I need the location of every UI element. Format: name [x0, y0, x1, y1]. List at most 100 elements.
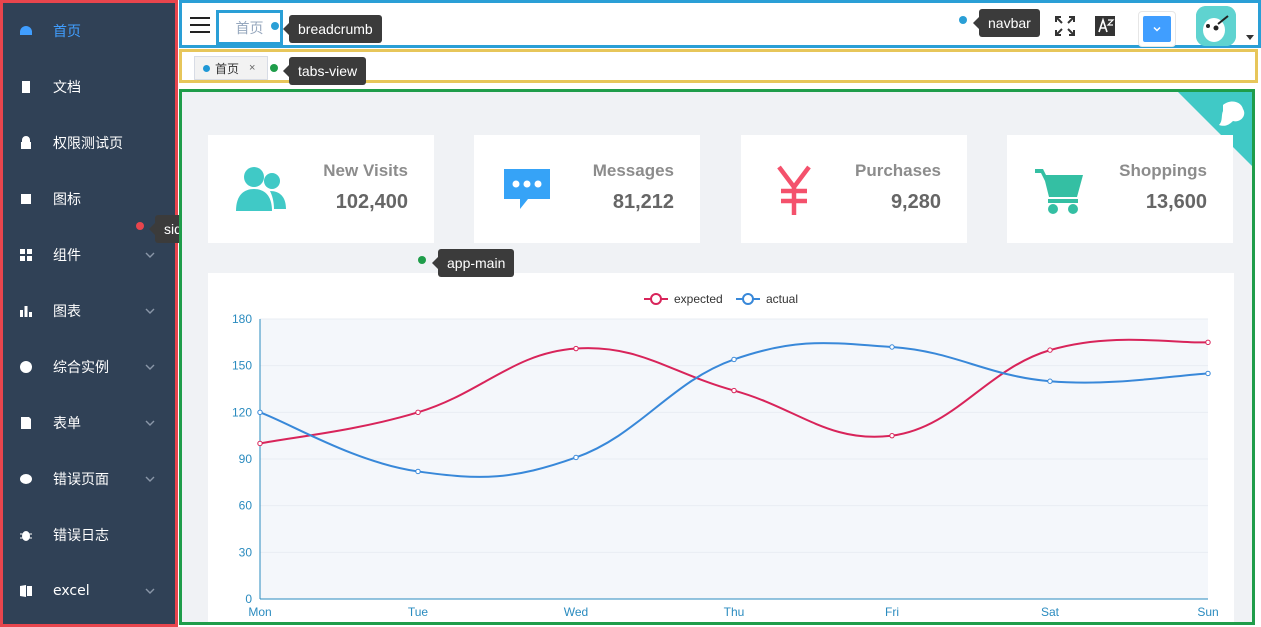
- chart-icon: [19, 304, 33, 318]
- icon-icon: [19, 192, 33, 206]
- x-tick-label: Thu: [724, 605, 745, 619]
- money-icon: [767, 163, 821, 217]
- navbar-annotation-dot: [959, 16, 967, 24]
- fullscreen-icon[interactable]: [1054, 15, 1076, 37]
- y-tick-label: 180: [232, 312, 252, 326]
- documentation-icon: [19, 80, 33, 94]
- breadcrumb[interactable]: 首页: [216, 10, 283, 45]
- sidebar-item-label: 错误页面: [53, 472, 109, 488]
- panel-purchases[interactable]: Purchases 9,280: [741, 135, 967, 243]
- sidebar-item-label: 图表: [53, 304, 81, 320]
- app-main-annotation: app-main: [431, 249, 515, 277]
- sidebar-item-1[interactable]: 文档: [3, 59, 175, 115]
- panel-value: 102,400: [335, 191, 408, 213]
- legend-label: actual: [766, 292, 798, 306]
- sidebar-item-10[interactable]: excel: [3, 563, 175, 619]
- y-tick-label: 120: [232, 405, 252, 419]
- x-tick-label: Fri: [885, 605, 899, 619]
- panel-value: 9,280: [890, 191, 941, 213]
- data-point: [257, 409, 263, 416]
- chevron-down-icon: [145, 583, 155, 594]
- size-select-icon[interactable]: [1094, 15, 1116, 37]
- x-tick-label: Mon: [248, 605, 271, 619]
- sidebar-item-5[interactable]: 图表: [3, 283, 175, 339]
- data-point: [415, 468, 421, 475]
- data-point: [889, 432, 895, 439]
- panel-label: New Visits: [323, 161, 408, 180]
- data-point: [1047, 347, 1053, 353]
- sidebar-item-label: 综合实例: [53, 360, 109, 376]
- data-point: [731, 356, 737, 363]
- 404-icon: [19, 472, 33, 486]
- breadcrumb-annotation-dot: [271, 22, 279, 30]
- sidebar-item-label: 首页: [53, 24, 81, 40]
- panel-shoppings[interactable]: Shoppings 13,600: [1007, 135, 1233, 243]
- chevron-down-icon: [1143, 16, 1171, 42]
- sidebar-item-6[interactable]: 综合实例: [3, 339, 175, 395]
- github-corner-icon[interactable]: [1175, 92, 1252, 169]
- tabs-view-annotation: tabs-view: [282, 57, 367, 85]
- y-tick-label: 60: [239, 499, 253, 513]
- data-point: [1205, 339, 1211, 346]
- sidebar-item-label: excel: [53, 583, 90, 599]
- y-tick-label: 30: [239, 545, 253, 559]
- y-tick-label: 150: [232, 359, 252, 373]
- avatar[interactable]: [1196, 6, 1236, 46]
- sidebar-item-7[interactable]: 表单: [3, 395, 175, 451]
- data-point: [889, 344, 895, 350]
- bug-icon: [19, 528, 33, 542]
- sidebar-item-2[interactable]: 权限测试页: [3, 115, 175, 171]
- legend-marker: [650, 293, 662, 305]
- data-point: [1205, 370, 1211, 377]
- sidebar-item-8[interactable]: 错误页面: [3, 451, 175, 507]
- shopping-cart-icon: [1033, 163, 1087, 217]
- data-point: [731, 387, 737, 394]
- example-icon: [19, 360, 33, 374]
- app-main-annotation-dot: [418, 256, 426, 264]
- x-tick-label: Sun: [1197, 605, 1218, 619]
- tab-home[interactable]: 首页 ×: [194, 56, 268, 80]
- chevron-down-icon: [145, 247, 155, 258]
- sidebar-item-0[interactable]: 首页: [3, 3, 175, 59]
- panel-messages[interactable]: Messages 81,212: [474, 135, 700, 243]
- panel-new-visits[interactable]: New Visits 102,400: [208, 135, 434, 243]
- x-tick-label: Sat: [1041, 605, 1060, 619]
- x-tick-label: Tue: [408, 605, 429, 619]
- panel-label: Messages: [592, 161, 674, 180]
- hamburger-icon[interactable]: [190, 17, 210, 33]
- chevron-down-icon: [145, 471, 155, 482]
- y-tick-label: 0: [245, 592, 252, 606]
- sidebar-item-label: 权限测试页: [53, 136, 123, 152]
- tab-active-dot: [203, 64, 210, 72]
- caret-down-icon[interactable]: [1246, 35, 1254, 40]
- sidebar-item-label: 组件: [53, 248, 81, 264]
- excel-icon: [19, 584, 33, 598]
- breadcrumb-annotation: breadcrumb: [283, 15, 382, 43]
- theme-color-picker[interactable]: [1138, 11, 1176, 47]
- tabs-view-annotation-dot: [270, 64, 278, 72]
- peoples-icon: [234, 163, 288, 217]
- sidebar-annotation-dot: [136, 222, 144, 230]
- form-icon: [19, 416, 33, 430]
- lock-icon: [19, 136, 33, 150]
- panel-label: Shoppings: [1119, 161, 1207, 180]
- data-point: [257, 440, 263, 447]
- legend-marker: [742, 293, 754, 305]
- message-icon: [500, 163, 554, 217]
- chevron-down-icon: [145, 415, 155, 426]
- sidebar-item-4[interactable]: 组件: [3, 227, 175, 283]
- close-icon[interactable]: ×: [249, 62, 256, 74]
- sidebar-item-9[interactable]: 错误日志: [3, 507, 175, 563]
- sidebar-item-label: 表单: [53, 416, 81, 432]
- sidebar-item-3[interactable]: 图标: [3, 171, 175, 227]
- dashboard-icon: [19, 24, 33, 38]
- sidebar: 首页文档权限测试页图标组件图表综合实例表单错误页面错误日志 excel: [0, 0, 178, 627]
- tab-label: 首页: [215, 61, 240, 76]
- data-point: [1047, 378, 1053, 384]
- data-point: [415, 409, 421, 416]
- panel-label: Purchases: [855, 161, 941, 180]
- chevron-down-icon: [145, 303, 155, 314]
- line-chart-panel: 0 30 60 90 120 150 180 Mon Tue Wed Thu Fri Sat Sun exp…: [208, 273, 1234, 622]
- y-tick-label: 90: [239, 452, 253, 466]
- panel-value: 81,212: [612, 191, 674, 213]
